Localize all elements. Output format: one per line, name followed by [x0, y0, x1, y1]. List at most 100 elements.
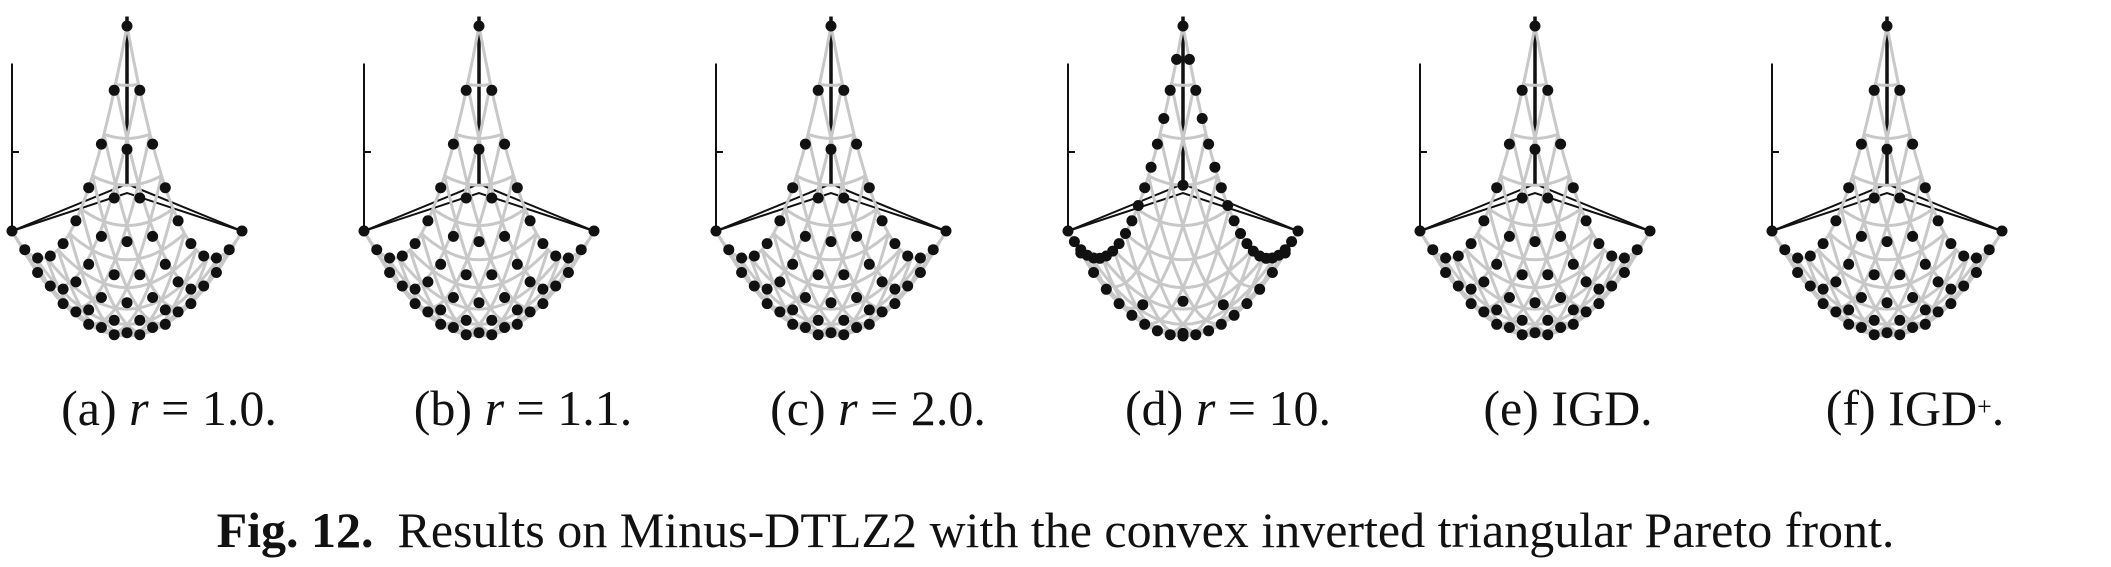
solution-point [422, 215, 433, 226]
solution-point [711, 226, 722, 237]
solution-point [1466, 284, 1477, 295]
solution-point [563, 253, 574, 264]
solution-point [134, 193, 145, 204]
solution-point [1830, 215, 1841, 226]
subfigure-b-caption: (b) r = 1.1. [358, 378, 688, 438]
solution-point [1882, 327, 1893, 338]
solution-point [70, 276, 81, 287]
solution-point [762, 284, 773, 295]
caption-label: (c) [770, 380, 826, 436]
solution-point [499, 139, 510, 150]
solution-point [838, 193, 849, 204]
solution-point [1530, 327, 1541, 338]
solution-point [851, 322, 862, 333]
solution-point [800, 139, 811, 150]
figure-number: Fig. 12. [217, 502, 374, 558]
solution-point [96, 231, 107, 242]
solution-point [1869, 85, 1880, 96]
solution-point [410, 238, 421, 249]
solution-point [1218, 299, 1229, 310]
solution-point [109, 315, 120, 326]
solution-point [1645, 226, 1656, 237]
solution-point [1126, 310, 1137, 321]
solution-point [461, 85, 472, 96]
caption-value: = 1.0. [161, 380, 277, 436]
solution-point [160, 319, 171, 330]
pareto-front-plot-c [716, 12, 1046, 317]
solution-point [1069, 236, 1080, 247]
surface-gridline [116, 84, 139, 85]
solution-point [1997, 226, 2008, 237]
solution-point [134, 85, 145, 96]
caption-metric: IGD+. [1888, 380, 2004, 436]
solution-point [1933, 276, 1944, 287]
figure-caption: Fig. 12. Results on Minus-DTLZ2 with the … [0, 500, 2111, 560]
solution-point [774, 306, 785, 317]
solution-point [1178, 180, 1189, 191]
solution-point [1869, 329, 1880, 340]
solution-point [762, 298, 773, 309]
solution-point [96, 292, 107, 303]
solution-point [1203, 325, 1214, 336]
solution-point [864, 182, 875, 193]
solution-point [826, 236, 837, 247]
surface-gridline [820, 84, 843, 85]
solution-point [122, 236, 133, 247]
solution-point [1933, 215, 1944, 226]
solution-point [1555, 231, 1566, 242]
solution-point [774, 215, 785, 226]
solution-point [435, 304, 446, 315]
subfigure-e-caption: (e) IGD. [1403, 378, 1733, 438]
solution-point [1530, 144, 1541, 155]
solution-point [410, 298, 421, 309]
solution-point [736, 253, 747, 264]
solution-point [1984, 244, 1995, 255]
solution-point [877, 215, 888, 226]
solution-point [147, 139, 158, 150]
solution-point [160, 304, 171, 315]
solution-point [1830, 306, 1841, 317]
solution-point [800, 292, 811, 303]
solution-point [435, 182, 446, 193]
solution-point [160, 182, 171, 193]
solution-point [1581, 215, 1592, 226]
solution-point [1882, 144, 1893, 155]
solution-point [889, 298, 900, 309]
solution-point [826, 21, 837, 32]
solution-point [185, 284, 196, 295]
solution-point [512, 304, 523, 315]
caption-metric: IGD. [1551, 380, 1652, 436]
solution-point [1856, 322, 1867, 333]
subfigure-c-caption: (c) r = 2.0. [713, 378, 1043, 438]
solution-point [198, 281, 209, 292]
solution-point [1293, 226, 1304, 237]
solution-point [1882, 236, 1893, 247]
solution-point [422, 276, 433, 287]
solution-point [851, 139, 862, 150]
solution-point [1466, 238, 1477, 249]
solution-point [58, 284, 69, 295]
solution-point [1427, 244, 1438, 255]
solution-point [1178, 328, 1189, 339]
solution-point [1818, 238, 1829, 249]
solution-point [461, 269, 472, 280]
solution-point [122, 327, 133, 338]
subfigure-c-plot [716, 12, 1046, 317]
caption-value: = 10. [1228, 380, 1331, 436]
solution-point [1945, 298, 1956, 309]
solution-point [122, 297, 133, 308]
solution-point [525, 306, 536, 317]
solution-point [928, 244, 939, 255]
solution-point [474, 236, 485, 247]
solution-point [826, 297, 837, 308]
solution-point [1542, 329, 1553, 340]
solution-point [1440, 267, 1451, 278]
solution-point [1203, 139, 1214, 150]
solution-point [1088, 267, 1099, 278]
caption-variable: r [838, 380, 857, 436]
solution-point [1606, 251, 1617, 262]
solution-point [1530, 21, 1541, 32]
subfigure-d-plot [1068, 12, 1398, 317]
solution-point [1894, 193, 1905, 204]
solution-point [1178, 296, 1189, 307]
